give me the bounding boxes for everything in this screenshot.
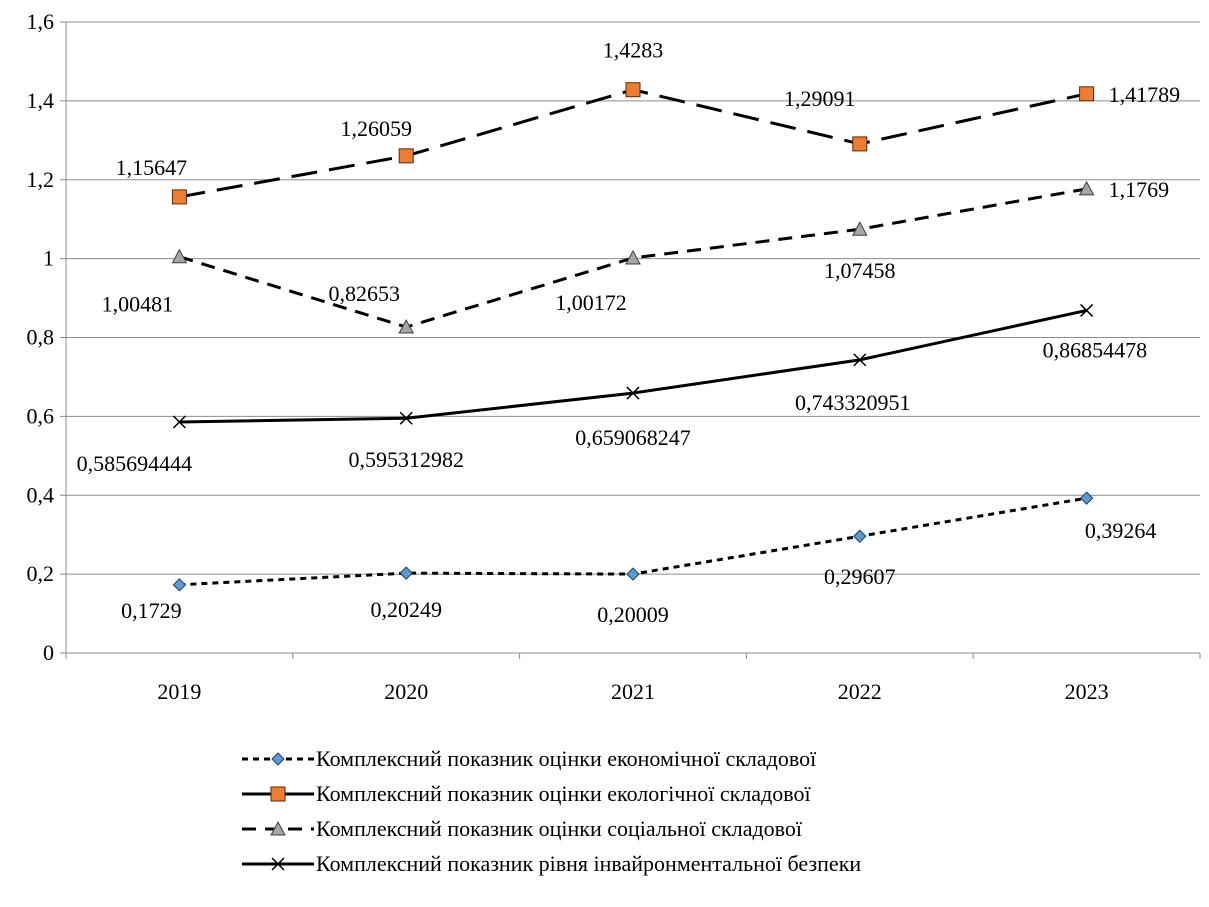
legend-swatch-social bbox=[242, 820, 314, 836]
data-label-social: 1,00172 bbox=[555, 290, 627, 315]
data-label-social: 1,07458 bbox=[824, 258, 896, 283]
y-tick-label: 0,8 bbox=[27, 325, 55, 350]
y-tick-label: 0,4 bbox=[27, 482, 55, 507]
legend-swatch-economic bbox=[242, 752, 314, 766]
data-label-environmental: 0,595312982 bbox=[348, 447, 464, 472]
data-label-environmental: 0,585694444 bbox=[77, 451, 193, 476]
legend-marker bbox=[270, 820, 286, 836]
data-label-social: 1,00481 bbox=[102, 292, 174, 317]
data-label-environmental: 0,743320951 bbox=[795, 390, 911, 415]
x-tick-label: 2020 bbox=[384, 679, 428, 704]
legend-label-environmental: Комплексний показник рівня інвайронмента… bbox=[316, 851, 862, 876]
data-label-environmental: 0,86854478 bbox=[1043, 337, 1148, 362]
point-economic bbox=[626, 567, 640, 581]
x-tick-label: 2023 bbox=[1065, 679, 1109, 704]
data-label-environmental: 0,659068247 bbox=[575, 425, 691, 450]
series-line-ecological bbox=[179, 88, 1087, 199]
data-label-social: 1,1769 bbox=[1109, 177, 1170, 202]
point-ecological bbox=[625, 82, 641, 98]
data-label-social: 0,82653 bbox=[328, 281, 400, 306]
point-economic bbox=[853, 529, 867, 543]
data-label-economic: 0,1729 bbox=[121, 598, 182, 623]
data-label-ecological: 1,4283 bbox=[603, 38, 664, 63]
data-label-ecological: 1,15647 bbox=[116, 155, 188, 180]
y-tick-label: 0 bbox=[43, 640, 54, 665]
point-economic bbox=[1079, 491, 1094, 505]
axes: 0 0,2 0,4 0,6 0,8 1 1,2 1,4 1,6 2019 2020 2021 2022 2… bbox=[27, 9, 1201, 704]
data-labels: 0,1729 0,20249 0,20009 0,29607 0,39264 1,1564… bbox=[77, 38, 1180, 627]
data-label-economic: 0,29607 bbox=[824, 564, 896, 589]
data-label-ecological: 1,41789 bbox=[1109, 82, 1181, 107]
legend-marker bbox=[271, 752, 285, 766]
legend-swatch-environmental bbox=[242, 857, 314, 871]
legend-item-social: Комплексний показник оцінки соціальної с… bbox=[240, 812, 1140, 847]
point-environmental bbox=[172, 415, 186, 429]
series-line-environmental bbox=[179, 309, 1087, 424]
legend-swatch-ecological bbox=[242, 786, 314, 802]
y-tick-label: 1 bbox=[43, 246, 54, 271]
point-social bbox=[851, 221, 868, 236]
x-tick-label: 2022 bbox=[838, 679, 882, 704]
legend-marker bbox=[270, 786, 286, 802]
point-ecological bbox=[398, 148, 414, 164]
point-social bbox=[171, 248, 188, 264]
legend-item-environmental: Комплексний показник рівня інвайронмента… bbox=[240, 847, 1140, 882]
legend-marker bbox=[271, 857, 285, 871]
point-social bbox=[398, 318, 415, 334]
point-social bbox=[625, 249, 641, 265]
point-ecological bbox=[1079, 86, 1095, 102]
legend-item-economic: Комплексний показник оцінки економічної … bbox=[240, 742, 1140, 777]
data-label-economic: 0,39264 bbox=[1085, 518, 1157, 543]
point-environmental bbox=[853, 353, 867, 367]
y-tick-label: 0,2 bbox=[27, 561, 55, 586]
point-economic bbox=[172, 578, 187, 592]
x-tick-label: 2021 bbox=[611, 679, 655, 704]
y-tick-label: 1,6 bbox=[27, 9, 55, 34]
y-tick-label: 0,6 bbox=[27, 403, 55, 428]
data-label-ecological: 1,29091 bbox=[784, 86, 856, 111]
legend-label-ecological: Комплексний показник оцінки екологічної … bbox=[316, 781, 811, 806]
series-group bbox=[171, 82, 1095, 592]
data-label-economic: 0,20249 bbox=[370, 597, 442, 622]
line-chart: 0 0,2 0,4 0,6 0,8 1 1,2 1,4 1,6 2019 2020 2021 2022 2… bbox=[27, 9, 1201, 704]
point-social bbox=[1078, 180, 1095, 196]
point-environmental bbox=[626, 386, 640, 400]
legend-label-social: Комплексний показник оцінки соціальної с… bbox=[316, 816, 803, 841]
point-environmental bbox=[1080, 303, 1094, 317]
point-economic bbox=[399, 566, 413, 580]
point-environmental bbox=[399, 411, 413, 425]
y-tick-label: 1,4 bbox=[27, 88, 55, 113]
x-tick-label: 2019 bbox=[157, 679, 201, 704]
point-ecological bbox=[852, 136, 868, 152]
legend-label-economic: Комплексний показник оцінки економічної … bbox=[316, 746, 817, 771]
legend: Комплексний показник оцінки економічної … bbox=[240, 742, 1140, 882]
data-label-ecological: 1,26059 bbox=[340, 116, 412, 141]
y-tick-label: 1,2 bbox=[27, 167, 55, 192]
data-label-economic: 0,20009 bbox=[597, 602, 669, 627]
point-ecological bbox=[171, 189, 187, 205]
legend-item-ecological: Комплексний показник оцінки екологічної … bbox=[240, 777, 1140, 812]
